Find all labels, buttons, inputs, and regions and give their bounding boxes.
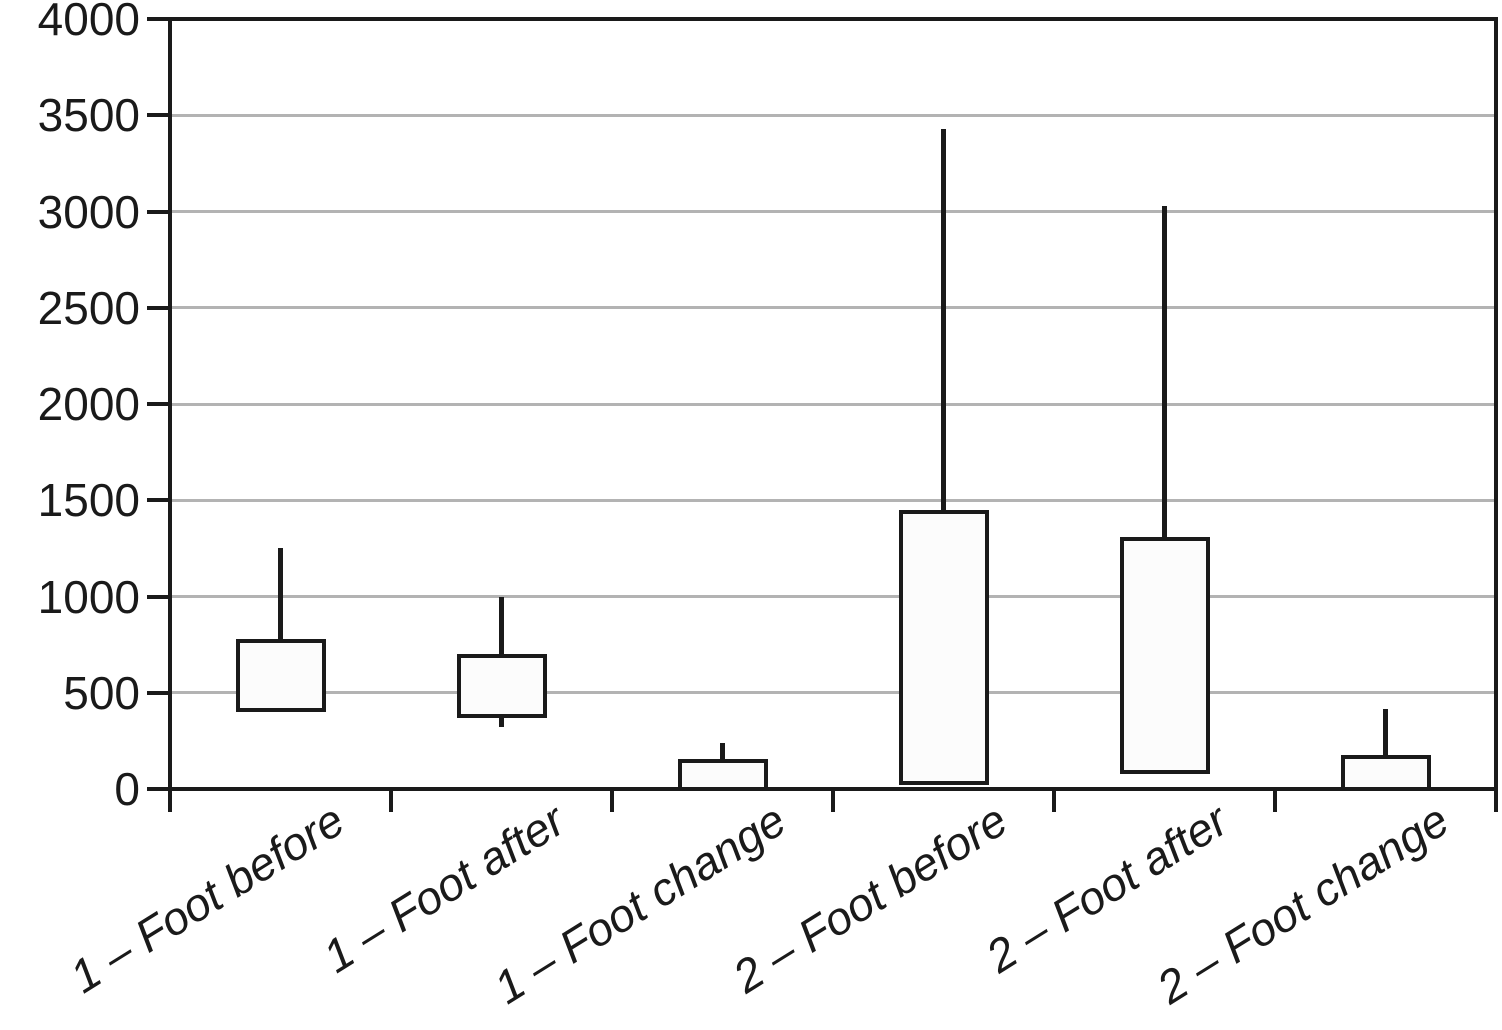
y-axis-tick — [147, 690, 170, 695]
y-axis-tick-label: 500 — [63, 666, 140, 719]
box — [1340, 755, 1431, 791]
box — [1119, 536, 1210, 774]
box — [456, 654, 547, 718]
gridline — [172, 691, 1494, 695]
x-axis-tick — [1052, 789, 1056, 812]
gridline — [172, 210, 1494, 213]
box-whisker-upper — [941, 128, 946, 514]
gridline — [172, 113, 1494, 117]
box-whisker-upper — [499, 596, 504, 659]
box-whisker-upper — [278, 548, 283, 643]
y-axis-tick-label: 4000 — [37, 0, 140, 45]
x-axis-tick — [1273, 789, 1277, 812]
x-axis-tick — [610, 789, 614, 812]
gridline — [172, 498, 1494, 502]
x-axis-tick — [831, 789, 835, 812]
y-axis-tick — [147, 113, 170, 118]
x-axis-tick — [389, 789, 393, 812]
box — [898, 509, 989, 786]
y-axis-tick-label: 1500 — [37, 474, 140, 527]
y-axis-tick-label: 0 — [114, 763, 140, 815]
y-axis-tick-label: 2500 — [37, 281, 140, 334]
y-axis-tick-label: 3500 — [37, 89, 140, 142]
y-axis-tick — [147, 209, 170, 214]
y-axis-tick-label: 1000 — [37, 570, 140, 623]
y-axis-tick — [147, 594, 170, 599]
box-whisker-lower — [499, 713, 504, 728]
y-axis-tick — [147, 305, 170, 310]
box-whisker-upper — [720, 742, 725, 764]
gridline — [172, 306, 1494, 310]
gridline — [172, 402, 1494, 406]
y-axis-tick — [147, 787, 170, 791]
gridline — [172, 595, 1494, 598]
box-whisker-upper — [1162, 205, 1167, 541]
x-axis-tick — [1494, 789, 1498, 812]
y-axis-tick — [147, 498, 170, 503]
y-axis-tick-label: 2000 — [37, 378, 140, 430]
y-axis-tick — [147, 17, 170, 21]
box — [677, 759, 768, 791]
box — [235, 638, 326, 713]
x-axis-tick — [168, 789, 172, 812]
box-whisker-upper — [1383, 709, 1388, 760]
x-axis-label: 1 – Foot before — [60, 793, 353, 1003]
y-axis-tick-label: 3000 — [37, 185, 140, 238]
y-axis-tick — [147, 402, 170, 406]
